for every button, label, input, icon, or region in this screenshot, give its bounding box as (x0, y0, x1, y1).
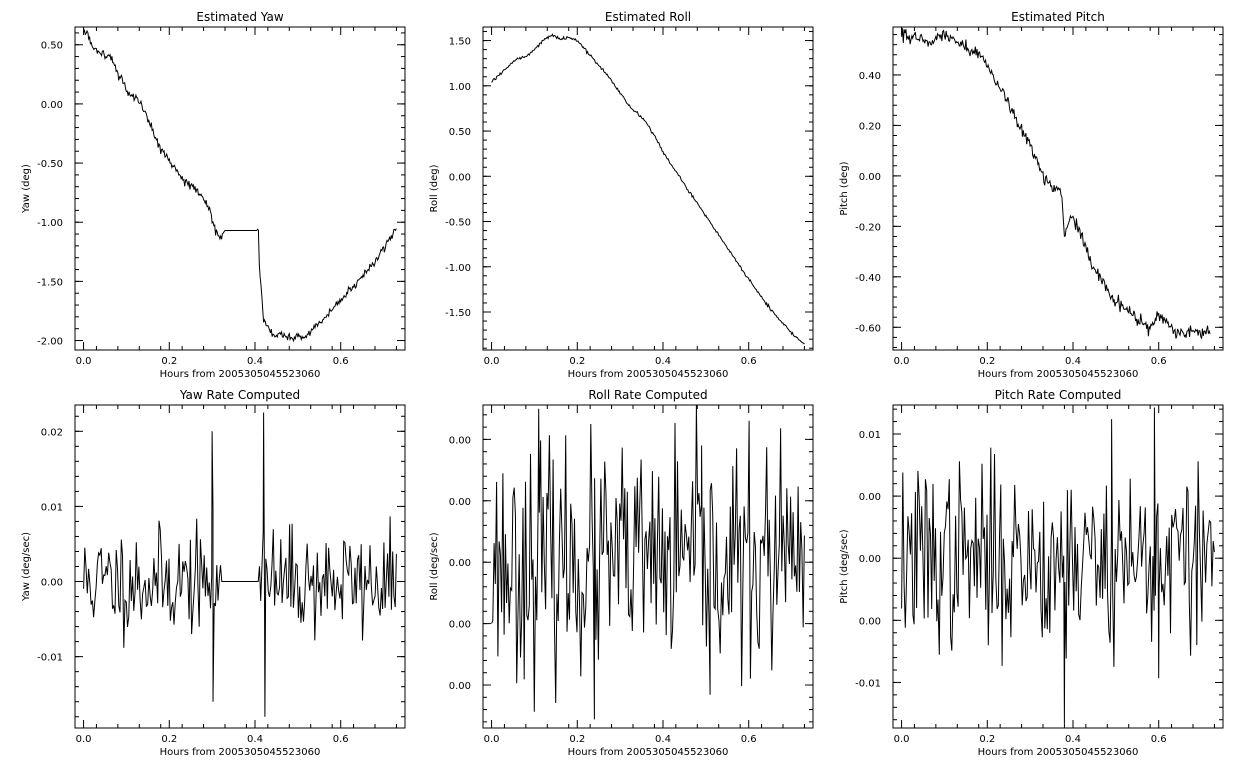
y-tick-label: 0.01 (859, 430, 881, 441)
y-tick-label: -0.50 (445, 218, 471, 229)
x-tick-label: 0.2 (569, 356, 585, 367)
y-tick-label: 0.00 (859, 172, 881, 183)
y-tick-label: 0.40 (859, 71, 881, 82)
y-tick-label: 0.01 (41, 502, 63, 513)
x-tick-label: 0.6 (741, 356, 757, 367)
x-tick-label: 0.6 (1151, 734, 1167, 745)
plot-frame (482, 26, 814, 351)
y-axis-label: Yaw (deg/sec) (21, 532, 32, 602)
chart-panel-3: Estimated Pitch Hours from 20053050455230… (839, 10, 1224, 380)
y-tick-label: 1.00 (449, 82, 471, 93)
plot-frame (74, 26, 406, 351)
plot-frame (892, 26, 1224, 351)
y-tick-label: 0.00 (859, 616, 881, 627)
y-tick-label: 0.50 (449, 127, 471, 138)
y-tick-label: 0.00 (449, 172, 471, 183)
plot-frame (892, 404, 1224, 729)
y-axis-label: Roll (deg/sec) (429, 532, 440, 600)
x-axis-label: Hours from 2005305045523060 (568, 369, 729, 380)
x-axis-label: Hours from 2005305045523060 (160, 747, 321, 758)
y-tick-label: -1.50 (445, 308, 471, 319)
plot-frame (482, 404, 814, 729)
y-tick-label: -0.60 (855, 323, 881, 334)
x-tick-label: 0.2 (979, 356, 995, 367)
x-tick-label: 0.6 (333, 356, 349, 367)
x-tick-label: 0.4 (1065, 356, 1081, 367)
y-tick-label: 1.50 (449, 37, 471, 48)
chart-title: Roll Rate Computed (588, 388, 707, 402)
y-axis-label: Pitch (deg/sec) (839, 529, 850, 604)
series-line (901, 28, 1211, 339)
x-tick-label: 0.0 (76, 734, 92, 745)
y-tick-label: -1.00 (37, 218, 63, 229)
series-line (83, 28, 397, 343)
y-tick-label: 0.00 (859, 554, 881, 565)
series-line (491, 404, 805, 720)
y-tick-label: 0.00 (449, 620, 471, 631)
x-tick-label: 0.4 (655, 356, 671, 367)
chart-title: Estimated Pitch (1011, 10, 1105, 24)
x-tick-label: 0.6 (741, 734, 757, 745)
x-tick-label: 0.0 (76, 356, 92, 367)
x-tick-label: 0.0 (894, 734, 910, 745)
y-tick-label: 0.00 (449, 558, 471, 569)
y-tick-label: 0.00 (41, 100, 63, 111)
plot-frame (74, 404, 406, 729)
y-tick-label: -1.50 (37, 277, 63, 288)
y-axis-label: Yaw (deg) (21, 164, 32, 214)
y-tick-label: 0.00 (859, 492, 881, 503)
y-axis-label: Roll (deg) (429, 164, 440, 212)
x-axis-label: Hours from 2005305045523060 (160, 369, 321, 380)
y-tick-label: -0.01 (37, 653, 63, 664)
x-tick-label: 0.4 (655, 734, 671, 745)
y-tick-label: -1.00 (445, 263, 471, 274)
y-tick-label: -2.00 (37, 337, 63, 348)
x-tick-label: 0.2 (569, 734, 585, 745)
y-tick-label: 0.50 (41, 41, 63, 52)
x-tick-label: 0.2 (161, 356, 177, 367)
y-axis-label: Pitch (deg) (839, 161, 850, 215)
x-tick-label: 0.4 (247, 734, 263, 745)
chart-title: Pitch Rate Computed (995, 388, 1122, 402)
x-axis-label: Hours from 2005305045523060 (568, 747, 729, 758)
chart-panel-5: Roll Rate Computed Hours from 20053050455… (429, 388, 814, 758)
y-tick-label: -0.20 (855, 222, 881, 233)
chart-panel-6: Pitch Rate Computed Hours from 2005305045… (839, 388, 1224, 758)
chart-title: Estimated Roll (605, 10, 691, 24)
y-tick-label: -0.40 (855, 273, 881, 284)
chart-title: Estimated Yaw (196, 10, 283, 24)
x-tick-label: 0.0 (484, 356, 500, 367)
series-line (901, 407, 1215, 724)
y-tick-label: -0.01 (855, 678, 881, 689)
x-tick-label: 0.6 (1151, 356, 1167, 367)
y-tick-label: 0.00 (449, 497, 471, 508)
x-axis-label: Hours from 2005305045523060 (978, 369, 1139, 380)
x-tick-label: 0.6 (333, 734, 349, 745)
x-tick-label: 0.0 (484, 734, 500, 745)
x-tick-label: 0.0 (894, 356, 910, 367)
y-tick-label: 0.20 (859, 121, 881, 132)
chart-panel-1: Estimated Yaw Hours from 2005305045523060… (21, 10, 406, 380)
y-tick-label: 0.00 (449, 681, 471, 692)
x-tick-label: 0.4 (247, 356, 263, 367)
y-tick-label: 0.02 (41, 427, 63, 438)
x-tick-label: 0.2 (161, 734, 177, 745)
chart-panel-4: Yaw Rate Computed Hours from 200530504552… (21, 388, 406, 758)
y-tick-label: 0.00 (449, 435, 471, 446)
y-tick-label: -0.50 (37, 159, 63, 170)
x-tick-label: 0.2 (979, 734, 995, 745)
series-line (83, 412, 397, 717)
chart-title: Yaw Rate Computed (179, 388, 300, 402)
y-tick-label: 0.00 (41, 578, 63, 589)
x-tick-label: 0.4 (1065, 734, 1081, 745)
x-axis-label: Hours from 2005305045523060 (978, 747, 1139, 758)
chart-panel-2: Estimated Roll Hours from 200530504552306… (429, 10, 814, 380)
series-line (491, 33, 805, 345)
